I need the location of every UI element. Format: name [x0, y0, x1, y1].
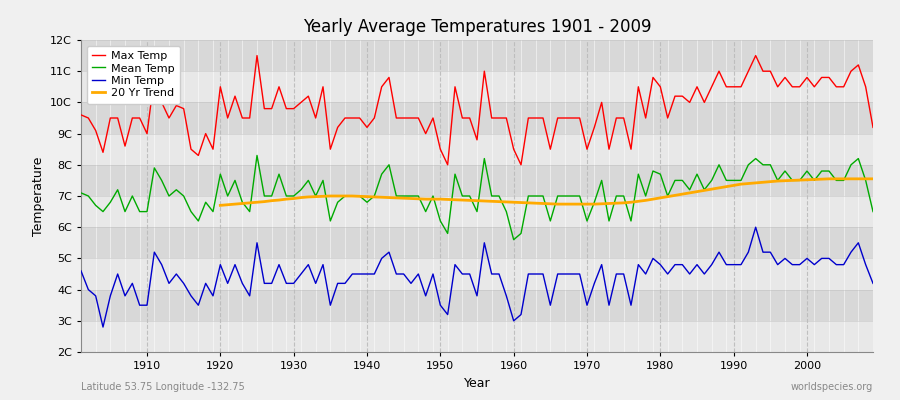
Bar: [81, 258, 873, 290]
Text: Latitude 53.75 Longitude -132.75: Latitude 53.75 Longitude -132.75: [81, 382, 245, 392]
20 Yr Trend: [215, 203, 226, 208]
Mean Temp: [523, 194, 534, 198]
Max Temp: [442, 162, 453, 167]
Title: Yearly Average Temperatures 1901 - 2009: Yearly Average Temperatures 1901 - 2009: [302, 18, 652, 36]
20 Yr Trend: [772, 179, 783, 184]
Max Temp: [252, 53, 263, 58]
Max Temp: [76, 112, 86, 117]
Line: Min Temp: Min Temp: [81, 227, 873, 327]
Max Temp: [303, 94, 314, 98]
Y-axis label: Temperature: Temperature: [32, 156, 44, 236]
Max Temp: [868, 125, 878, 130]
Bar: [81, 196, 873, 227]
Min Temp: [346, 272, 357, 276]
Mean Temp: [303, 178, 314, 183]
Line: Mean Temp: Mean Temp: [81, 156, 873, 240]
Max Temp: [346, 116, 357, 120]
Min Temp: [97, 325, 108, 330]
Bar: [81, 134, 873, 165]
20 Yr Trend: [824, 176, 834, 181]
20 Yr Trend: [758, 180, 769, 185]
Max Temp: [523, 116, 534, 120]
Mean Temp: [134, 209, 145, 214]
Min Temp: [604, 303, 615, 308]
20 Yr Trend: [846, 176, 857, 181]
20 Yr Trend: [413, 196, 424, 201]
Bar: [81, 165, 873, 196]
Bar: [81, 40, 873, 71]
Bar: [81, 71, 873, 102]
Mean Temp: [346, 194, 357, 198]
Line: 20 Yr Trend: 20 Yr Trend: [220, 179, 873, 205]
20 Yr Trend: [670, 193, 680, 198]
Min Temp: [303, 262, 314, 267]
20 Yr Trend: [303, 194, 314, 199]
Bar: [81, 290, 873, 321]
Mean Temp: [508, 237, 519, 242]
Bar: [81, 102, 873, 134]
Legend: Max Temp, Mean Temp, Min Temp, 20 Yr Trend: Max Temp, Mean Temp, Min Temp, 20 Yr Tre…: [86, 46, 180, 104]
Bar: [81, 227, 873, 258]
Max Temp: [134, 116, 145, 120]
Mean Temp: [516, 231, 526, 236]
Min Temp: [751, 225, 761, 230]
20 Yr Trend: [868, 176, 878, 181]
Min Temp: [516, 312, 526, 317]
Min Temp: [508, 318, 519, 323]
Bar: [81, 321, 873, 352]
Min Temp: [141, 303, 152, 308]
X-axis label: Year: Year: [464, 376, 490, 390]
Line: Max Temp: Max Temp: [81, 56, 873, 165]
Text: worldspecies.org: worldspecies.org: [791, 382, 873, 392]
Mean Temp: [611, 194, 622, 198]
Mean Temp: [252, 153, 263, 158]
Max Temp: [611, 116, 622, 120]
Min Temp: [76, 268, 86, 273]
Min Temp: [868, 281, 878, 286]
Mean Temp: [76, 190, 86, 195]
Mean Temp: [868, 209, 878, 214]
Max Temp: [516, 162, 526, 167]
